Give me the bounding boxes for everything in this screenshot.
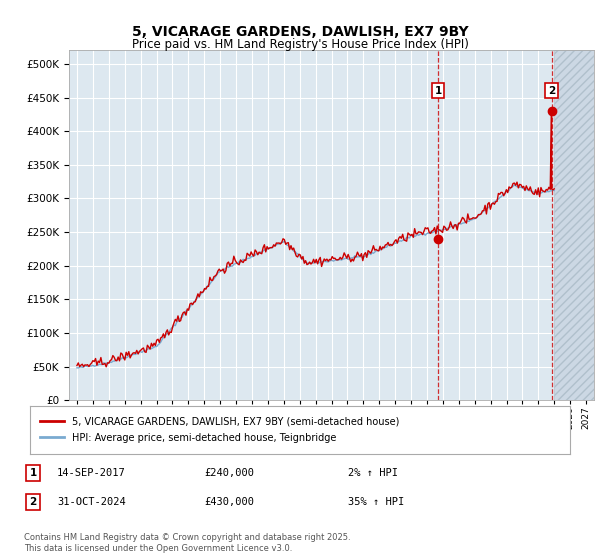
Text: 2: 2 bbox=[29, 497, 37, 507]
Text: 2% ↑ HPI: 2% ↑ HPI bbox=[348, 468, 398, 478]
Text: 5, VICARAGE GARDENS, DAWLISH, EX7 9BY: 5, VICARAGE GARDENS, DAWLISH, EX7 9BY bbox=[131, 25, 469, 39]
Text: 14-SEP-2017: 14-SEP-2017 bbox=[57, 468, 126, 478]
Legend: 5, VICARAGE GARDENS, DAWLISH, EX7 9BY (semi-detached house), HPI: Average price,: 5, VICARAGE GARDENS, DAWLISH, EX7 9BY (s… bbox=[35, 412, 404, 447]
Text: 1: 1 bbox=[434, 86, 442, 96]
Text: 31-OCT-2024: 31-OCT-2024 bbox=[57, 497, 126, 507]
Text: 2: 2 bbox=[548, 86, 555, 96]
Text: 1: 1 bbox=[29, 468, 37, 478]
Text: Price paid vs. HM Land Registry's House Price Index (HPI): Price paid vs. HM Land Registry's House … bbox=[131, 38, 469, 51]
Text: 35% ↑ HPI: 35% ↑ HPI bbox=[348, 497, 404, 507]
Text: Contains HM Land Registry data © Crown copyright and database right 2025.
This d: Contains HM Land Registry data © Crown c… bbox=[24, 533, 350, 553]
Text: £430,000: £430,000 bbox=[204, 497, 254, 507]
Text: £240,000: £240,000 bbox=[204, 468, 254, 478]
Bar bbox=[554, 50, 594, 400]
